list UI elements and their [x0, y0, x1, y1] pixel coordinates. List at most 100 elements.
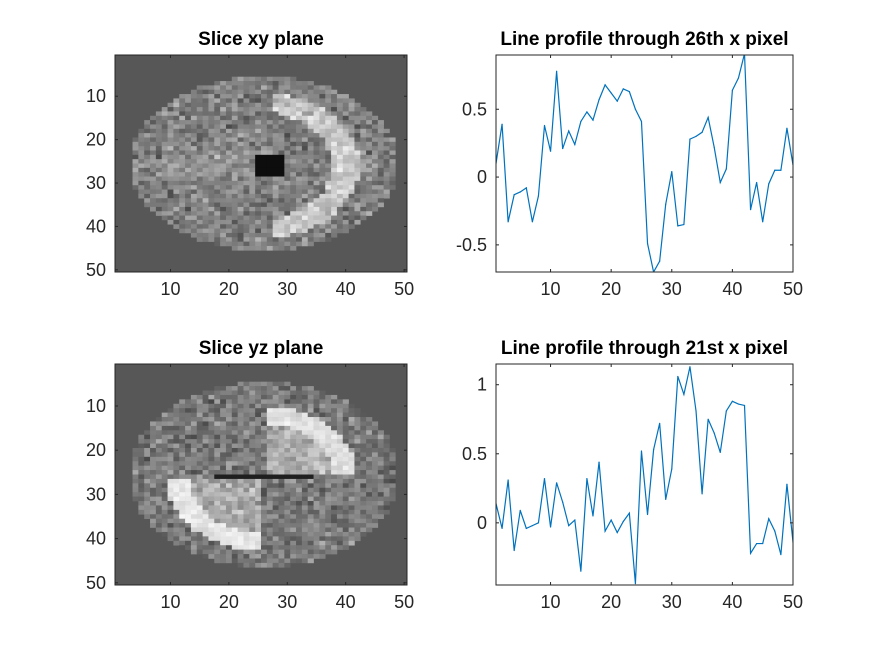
data-point	[525, 527, 527, 529]
data-point	[598, 99, 600, 101]
data-point	[707, 418, 709, 420]
data-point	[562, 147, 564, 150]
x-tick-label: 50	[783, 279, 803, 299]
data-point	[713, 146, 715, 148]
data-point	[749, 209, 752, 211]
data-point	[737, 403, 740, 405]
data-point	[652, 449, 655, 451]
data-point	[756, 542, 758, 545]
data-point	[507, 221, 509, 223]
data-point	[677, 375, 679, 378]
data-point	[725, 168, 727, 170]
x-tick-label: 50	[394, 592, 414, 612]
x-tick-label: 30	[662, 592, 682, 612]
data-point	[580, 570, 582, 572]
y-tick-label: 0.5	[462, 444, 487, 464]
x-tick-label: 10	[541, 279, 561, 299]
x-tick-label: 50	[783, 592, 803, 612]
data-point	[634, 583, 637, 585]
data-point	[707, 116, 709, 118]
line-profile-21-axes: 10 20 30 40 50 0 0.5 1 Line profile through 21st…	[462, 338, 803, 612]
data-point	[762, 221, 764, 223]
y-tick-label: 0.5	[462, 99, 487, 119]
data-point	[646, 242, 649, 245]
data-point	[628, 91, 630, 93]
data-point	[525, 187, 527, 189]
data-point	[646, 513, 649, 516]
data-point	[574, 519, 576, 521]
data-point	[671, 468, 673, 470]
data-point	[725, 410, 727, 412]
data-point	[665, 498, 667, 500]
data-point	[610, 519, 612, 521]
data-point	[719, 181, 721, 184]
data-point	[586, 478, 588, 480]
x-tick-label: 20	[601, 592, 621, 612]
data-point	[519, 509, 521, 512]
data-point	[640, 120, 643, 123]
data-point	[713, 432, 715, 434]
data-point	[616, 531, 618, 534]
data-point	[683, 393, 685, 395]
data-point	[592, 515, 594, 517]
data-point	[701, 131, 703, 133]
line-profile-26-axes: 10 20 30 40 50 -0.5 0 0.5 Line profile through 2…	[456, 29, 803, 299]
data-point	[556, 482, 558, 484]
data-point	[507, 479, 509, 481]
data-point	[592, 119, 594, 121]
data-point	[531, 525, 533, 527]
data-point	[695, 135, 697, 137]
y-tick-label: 50	[86, 260, 106, 280]
data-point	[628, 512, 630, 514]
x-tick-label: 20	[219, 279, 239, 299]
data-point	[768, 183, 770, 185]
data-point	[780, 554, 782, 556]
y-tick-label: 30	[86, 173, 106, 193]
data-point	[659, 422, 661, 424]
data-point	[701, 493, 703, 495]
y-tick-label: 20	[86, 130, 106, 150]
data-point	[780, 169, 782, 171]
image-pixels	[132, 381, 396, 568]
data-point	[731, 400, 733, 402]
x-tick-label: 10	[541, 592, 561, 612]
data-point	[549, 526, 552, 528]
series-points	[496, 366, 793, 585]
data-point	[556, 70, 558, 72]
series-line	[496, 366, 793, 584]
data-point	[568, 130, 570, 132]
y-tick-label: -0.5	[456, 235, 487, 255]
series-line	[496, 55, 793, 272]
data-point	[665, 203, 667, 205]
slice-xy-axes: 10 20 30 40 50 10 20 30 40 50 Slice xy plane	[86, 29, 414, 299]
axes-box	[495, 54, 794, 273]
x-tick-label: 40	[336, 279, 356, 299]
data-point	[610, 92, 612, 94]
axes-box	[114, 363, 408, 586]
data-point	[762, 542, 764, 545]
y-tick-label: 10	[86, 86, 106, 106]
data-point	[683, 223, 685, 226]
slice-yz-axes: 10 20 30 40 50 10 20 30 40 50 Slice yz plane	[86, 338, 414, 612]
data-point	[768, 518, 770, 520]
chart-title: Slice yz plane	[199, 338, 324, 359]
data-point	[604, 530, 606, 532]
data-point	[659, 260, 661, 262]
x-tick-label: 30	[277, 592, 297, 612]
x-tick-label: 40	[722, 279, 742, 299]
y-tick-label: 20	[86, 440, 106, 460]
data-point	[622, 520, 624, 523]
data-point	[513, 549, 515, 552]
y-tick-label: 40	[86, 529, 106, 549]
chart-title: Line profile through 21st x pixel	[501, 338, 788, 359]
data-point	[744, 53, 745, 54]
data-point	[749, 552, 752, 554]
data-point	[574, 143, 576, 146]
data-point	[671, 171, 673, 173]
data-point	[519, 191, 521, 193]
axes-box	[495, 363, 794, 586]
chart-title: Line profile through 26th x pixel	[500, 29, 788, 50]
data-point	[501, 123, 503, 125]
data-point	[537, 522, 540, 524]
